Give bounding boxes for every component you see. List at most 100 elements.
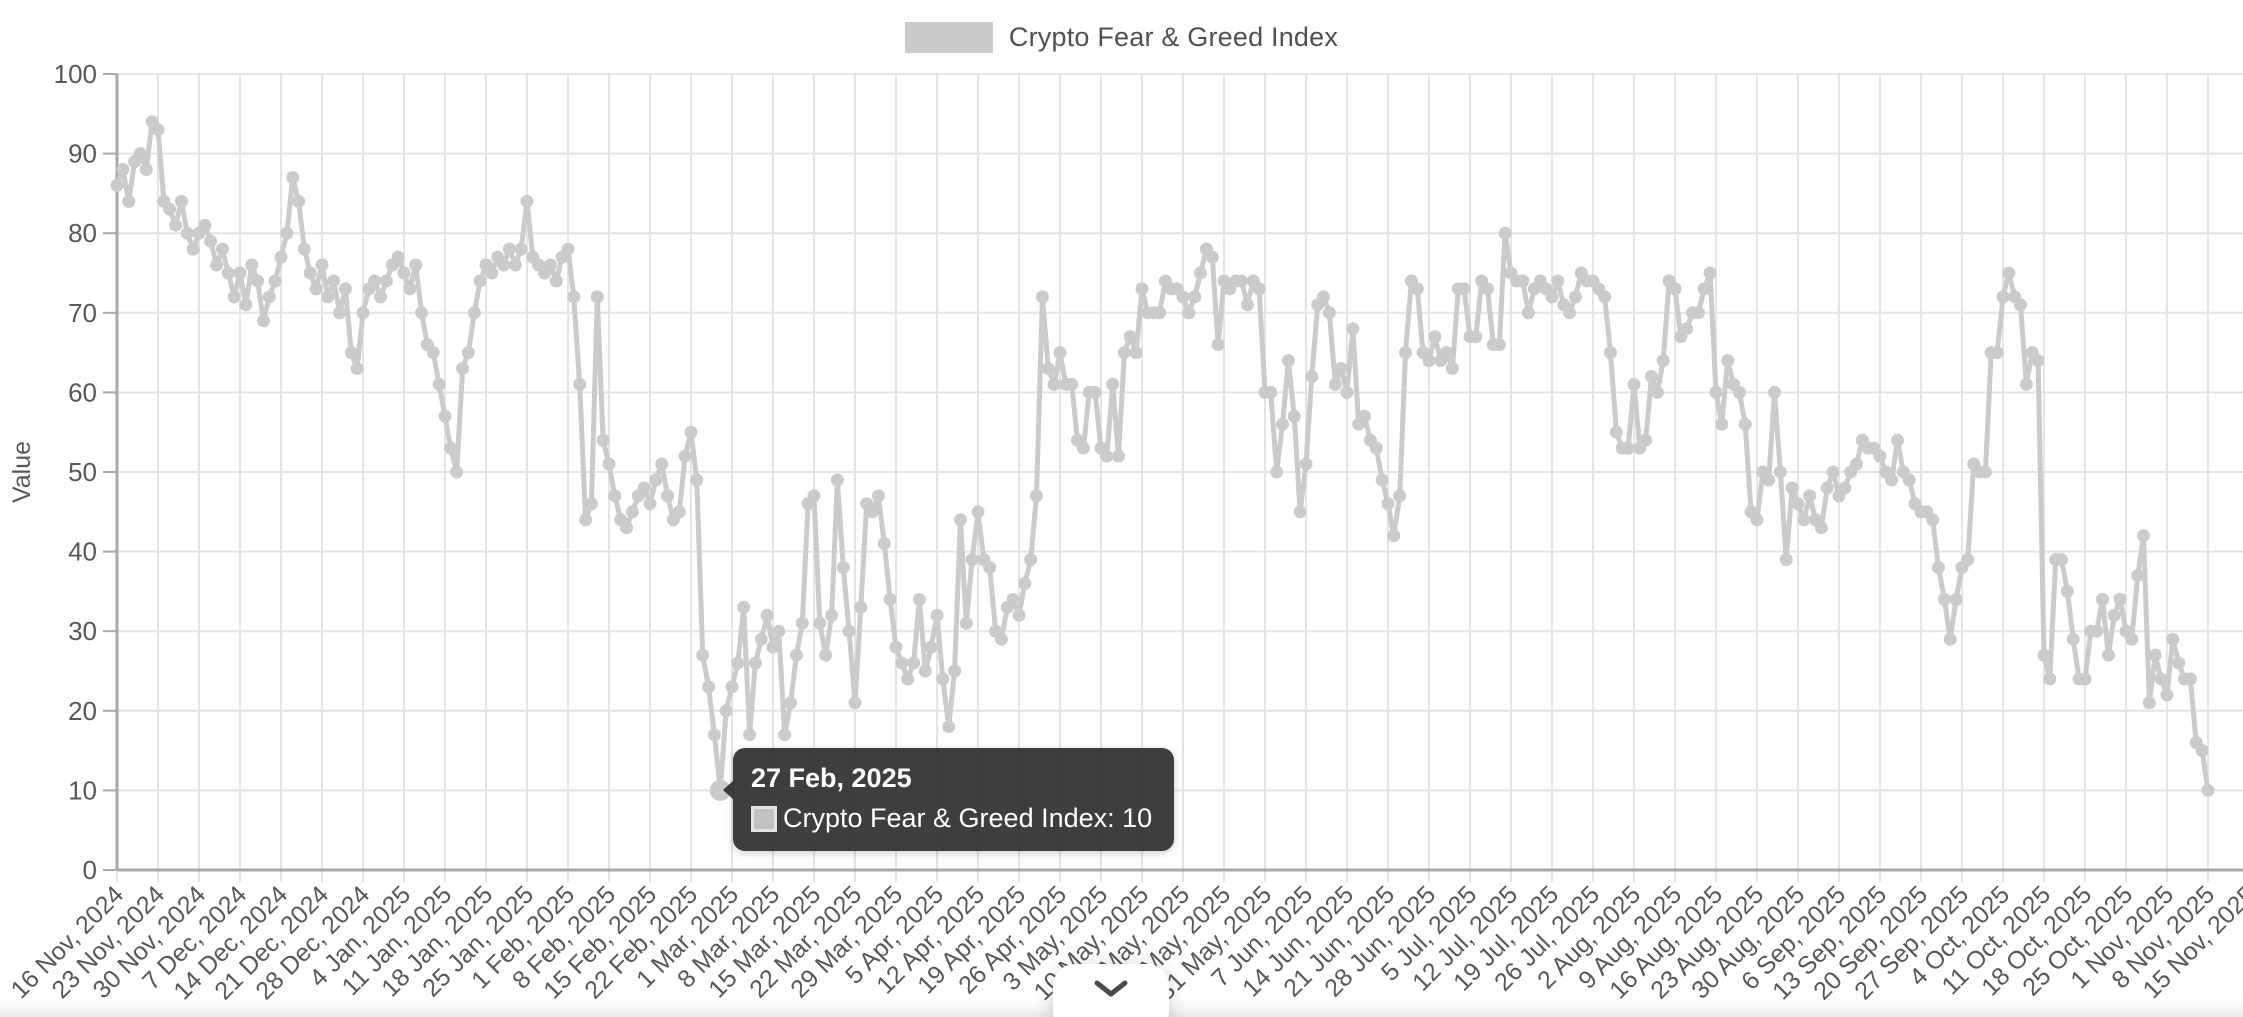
data-point-marker[interactable] [1012, 608, 1026, 622]
data-point-marker[interactable] [1715, 417, 1729, 431]
data-point-marker[interactable] [1990, 346, 2004, 360]
data-point-marker[interactable] [948, 664, 962, 678]
data-point-marker[interactable] [169, 218, 183, 232]
data-point-marker[interactable] [994, 632, 1008, 646]
data-point-marker[interactable] [1750, 513, 1764, 527]
data-point-marker[interactable] [1117, 346, 1131, 360]
data-point-marker[interactable] [473, 274, 487, 288]
data-point-marker[interactable] [760, 608, 774, 622]
data-point-marker[interactable] [602, 457, 616, 471]
data-point-marker[interactable] [2043, 672, 2057, 686]
data-point-marker[interactable] [444, 441, 458, 455]
data-point-marker[interactable] [643, 497, 657, 511]
data-point-marker[interactable] [1891, 433, 1904, 447]
data-point-marker[interactable] [1340, 385, 1354, 399]
data-point-marker[interactable] [280, 226, 294, 240]
data-point-marker[interactable] [690, 473, 704, 487]
data-point-marker[interactable] [1691, 306, 1705, 320]
data-point-marker[interactable] [374, 290, 388, 304]
data-point-marker[interactable] [1305, 370, 1319, 383]
legend-item-fear-greed[interactable]: Crypto Fear & Greed Index [904, 22, 1338, 53]
data-point-marker[interactable] [1393, 489, 1407, 503]
data-point-marker[interactable] [356, 306, 370, 320]
data-point-marker[interactable] [110, 178, 124, 192]
data-point-marker[interactable] [514, 242, 528, 256]
data-point-marker[interactable] [1779, 553, 1793, 567]
data-point-marker[interactable] [877, 537, 891, 551]
data-point-marker[interactable] [2066, 632, 2080, 646]
data-point-marker[interactable] [409, 258, 423, 272]
data-point-marker[interactable] [2183, 672, 2197, 686]
data-point-marker[interactable] [661, 489, 675, 503]
data-point-marker[interactable] [649, 473, 663, 487]
data-point-marker[interactable] [836, 561, 850, 574]
data-point-marker[interactable] [1697, 282, 1711, 296]
data-point-marker[interactable] [2154, 672, 2168, 686]
data-point-marker[interactable] [883, 592, 897, 606]
data-point-marker[interactable] [233, 266, 247, 280]
data-point-marker[interactable] [2090, 624, 2104, 638]
data-point-marker[interactable] [186, 242, 200, 256]
data-point-marker[interactable] [637, 481, 651, 495]
data-point-marker[interactable] [907, 656, 921, 670]
data-point-marker[interactable] [1287, 409, 1301, 423]
data-point-marker[interactable] [930, 608, 944, 622]
data-point-marker[interactable] [1732, 385, 1746, 399]
data-point-marker[interactable] [438, 409, 452, 423]
data-point-marker[interactable] [795, 616, 809, 630]
data-point-marker[interactable] [227, 290, 241, 304]
data-point-marker[interactable] [2160, 688, 2174, 702]
data-point-marker[interactable] [133, 147, 147, 161]
data-point-marker[interactable] [303, 266, 317, 280]
data-point-marker[interactable] [684, 425, 698, 439]
data-point-marker[interactable] [116, 163, 130, 176]
data-point-marker[interactable] [292, 194, 306, 208]
data-point-marker[interactable] [912, 592, 926, 606]
data-point-marker[interactable] [1621, 441, 1635, 455]
data-point-marker[interactable] [2031, 354, 2045, 368]
data-point-marker[interactable] [485, 266, 499, 280]
data-point-marker[interactable] [1568, 290, 1582, 304]
series-markers[interactable] [110, 115, 2215, 801]
data-point-marker[interactable] [1639, 433, 1653, 447]
data-point-marker[interactable] [1773, 465, 1787, 479]
data-point-marker[interactable] [561, 242, 575, 256]
data-point-marker[interactable] [268, 274, 282, 288]
data-point-marker[interactable] [573, 377, 587, 391]
data-point-marker[interactable] [2037, 648, 2051, 662]
data-point-marker[interactable] [1153, 306, 1166, 320]
data-point-marker[interactable] [2113, 592, 2127, 606]
data-point-marker[interactable] [1375, 473, 1389, 487]
data-point-marker[interactable] [1791, 497, 1805, 511]
data-point-marker[interactable] [2019, 377, 2033, 391]
data-point-marker[interactable] [778, 728, 792, 742]
data-point-marker[interactable] [1422, 354, 1436, 368]
data-point-marker[interactable] [1978, 465, 1992, 479]
data-point-marker[interactable] [737, 600, 751, 614]
data-point-marker[interactable] [866, 505, 880, 519]
data-point-marker[interactable] [754, 632, 768, 646]
data-point-marker[interactable] [1440, 346, 1453, 360]
data-point-marker[interactable] [813, 616, 827, 630]
data-point-marker[interactable] [368, 274, 382, 288]
data-point-marker[interactable] [1322, 306, 1336, 320]
data-point-marker[interactable] [467, 306, 481, 320]
data-point-marker[interactable] [889, 640, 903, 654]
data-point-marker[interactable] [678, 449, 692, 463]
data-point-marker[interactable] [1387, 529, 1401, 543]
data-point-marker[interactable] [315, 258, 329, 272]
data-point-marker[interactable] [672, 505, 686, 519]
data-point-marker[interactable] [1932, 561, 1945, 574]
data-point-marker[interactable] [1428, 330, 1442, 344]
data-point-marker[interactable] [1276, 417, 1289, 431]
data-point-marker[interactable] [251, 274, 265, 288]
data-point-marker[interactable] [719, 704, 733, 718]
data-point-marker[interactable] [1358, 409, 1371, 423]
data-point-marker[interactable] [1902, 473, 1916, 487]
data-point-marker[interactable] [848, 696, 862, 710]
data-point-marker[interactable] [245, 258, 259, 272]
data-point-marker[interactable] [1668, 282, 1682, 296]
data-point-marker[interactable] [174, 194, 188, 208]
data-point-marker[interactable] [1035, 290, 1049, 304]
data-point-marker[interactable] [1076, 441, 1090, 455]
